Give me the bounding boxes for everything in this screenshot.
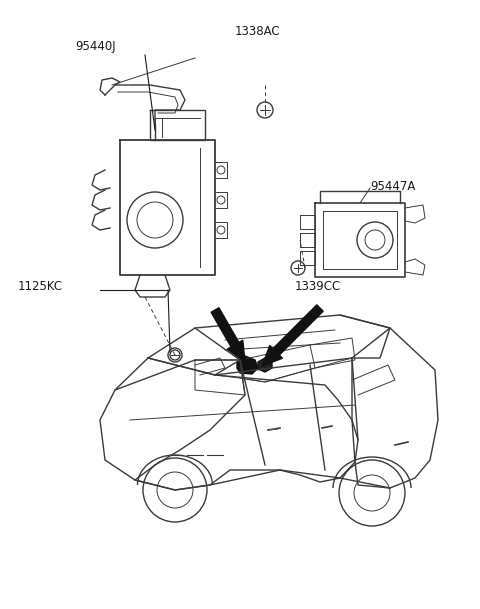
FancyArrow shape xyxy=(211,308,245,362)
Polygon shape xyxy=(237,356,258,374)
Text: 95440J: 95440J xyxy=(75,40,116,53)
FancyArrow shape xyxy=(262,305,323,366)
Text: 1125KC: 1125KC xyxy=(18,280,63,293)
Text: 1339CC: 1339CC xyxy=(295,280,341,293)
Text: 95447A: 95447A xyxy=(370,180,415,193)
Polygon shape xyxy=(258,358,272,372)
Text: 1338AC: 1338AC xyxy=(235,25,281,38)
